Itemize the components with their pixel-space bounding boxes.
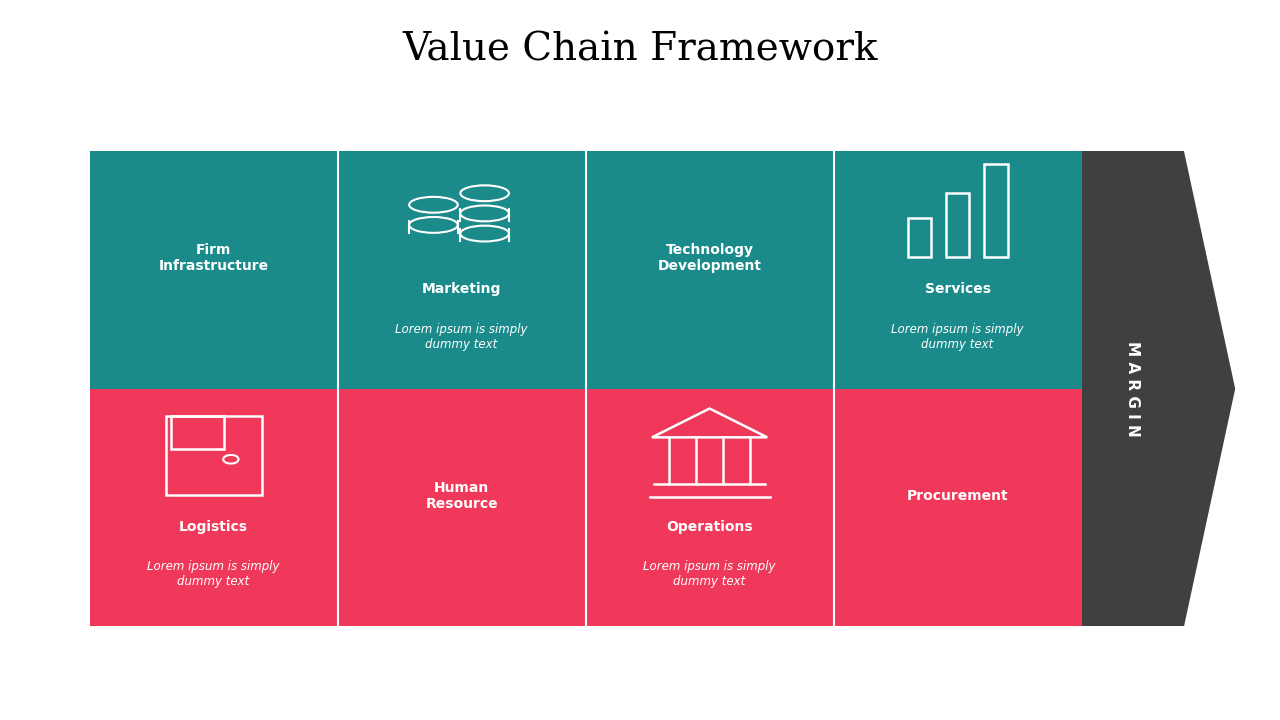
Text: Lorem ipsum is simply
dummy text: Lorem ipsum is simply dummy text [147,560,280,588]
Text: Procurement: Procurement [906,489,1009,503]
Polygon shape [1082,151,1184,626]
Text: Lorem ipsum is simply
dummy text: Lorem ipsum is simply dummy text [891,323,1024,351]
Text: M A R G I N: M A R G I N [1125,341,1140,436]
Polygon shape [90,151,1082,389]
Text: Services: Services [924,282,991,296]
Text: Firm
Infrastructure: Firm Infrastructure [159,243,269,273]
Text: Technology
Development: Technology Development [658,243,762,273]
Polygon shape [90,389,1082,626]
Polygon shape [1184,151,1235,626]
Text: Lorem ipsum is simply
dummy text: Lorem ipsum is simply dummy text [644,560,776,588]
Text: Value Chain Framework: Value Chain Framework [402,32,878,69]
Text: Operations: Operations [667,520,753,534]
Text: Lorem ipsum is simply
dummy text: Lorem ipsum is simply dummy text [396,323,527,351]
Text: Marketing: Marketing [422,282,502,296]
Text: Logistics: Logistics [179,520,248,534]
Text: Human
Resource: Human Resource [425,481,498,510]
